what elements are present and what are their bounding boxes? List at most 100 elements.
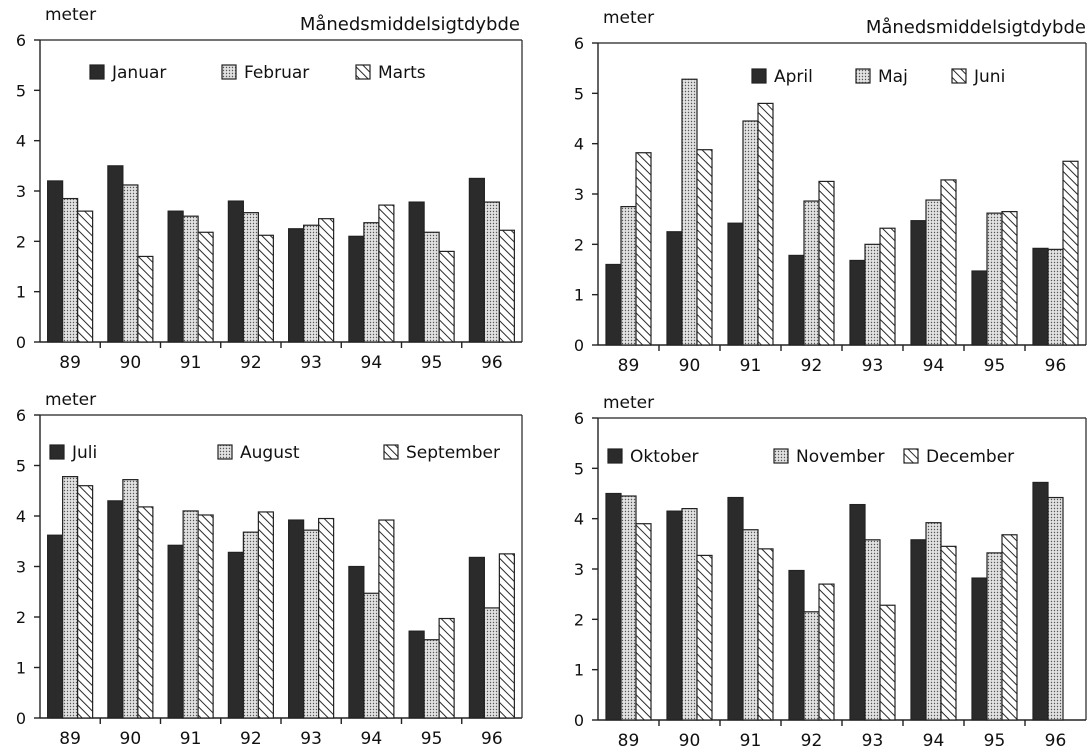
chart-4-x-tick-label: 90: [679, 731, 701, 751]
chart-4-bar-november: [681, 508, 698, 721]
chart-2-legend-swatch-maj: [855, 68, 871, 84]
chart-1-x-tick-label: 89: [59, 353, 81, 373]
chart-1-bar-marts: [318, 218, 335, 343]
chart-2-legend-swatch-juni: [951, 68, 967, 84]
chart-1-bar-januar: [348, 235, 365, 343]
chart-1-legend-swatch-marts: [355, 64, 371, 80]
chart-1-bar-januar: [408, 201, 425, 343]
chart-3-y-axis-label: meter: [45, 390, 96, 410]
chart-1-x-tick-label: 94: [361, 353, 383, 373]
chart-3-bar-august: [62, 476, 79, 719]
chart-3-x-tick-label: 90: [120, 729, 142, 749]
chart-3-bar-august: [182, 510, 199, 719]
chart-2-bar-maj: [681, 78, 698, 346]
chart-4-legend-label-november: November: [796, 447, 884, 467]
chart-4-bar-oktober: [971, 577, 988, 721]
chart-1-x-tick-label: 90: [120, 353, 142, 373]
chart-4-y-tick-label: 6: [574, 409, 584, 428]
chart-4-bar-oktober: [605, 492, 622, 721]
chart-2-bar-maj: [864, 243, 881, 346]
chart-4-bar-december: [940, 545, 957, 721]
chart-3-bar-juli: [408, 630, 425, 719]
chart-4-bar-december: [696, 554, 713, 721]
chart-4-bar-november: [986, 552, 1003, 721]
chart-3-x-tick-label: 89: [59, 729, 81, 749]
chart-2-bar-juni: [696, 149, 713, 346]
chart-4-bar-oktober: [1032, 481, 1049, 721]
chart-1-x-tick-label: 96: [481, 353, 503, 373]
chart-2-legend-label-juni: Juni: [973, 67, 1005, 87]
chart-2-y-tick-label: 4: [574, 135, 584, 154]
chart-4-y-tick-label: 0: [574, 711, 584, 730]
chart-3-bar-september: [318, 517, 335, 719]
chart-4-bar-oktober: [666, 510, 683, 721]
chart-1-y-tick-label: 5: [16, 81, 26, 100]
chart-2-y-tick-label: 2: [574, 235, 584, 254]
chart-3-bar-september: [438, 617, 455, 719]
chart-2-bar-juni: [940, 179, 957, 346]
chart-1-bar-marts: [137, 255, 154, 343]
chart-3-legend-label-august: August: [240, 443, 300, 463]
chart-2-bar-april: [1032, 247, 1049, 346]
chart-1-bar-marts: [498, 229, 515, 343]
chart-3-y-tick-label: 0: [16, 709, 26, 728]
chart-1-bar-februar: [483, 201, 500, 343]
chart-4-x-tick-label: 96: [1045, 731, 1067, 751]
chart-2-bar-maj: [620, 205, 637, 346]
chart-4-bar-oktober: [727, 496, 744, 721]
chart-4-bar-oktober: [788, 569, 805, 721]
chart-4-bar-december: [818, 583, 835, 721]
chart-1-bar-februar: [242, 212, 259, 343]
chart-1-bar-januar: [47, 180, 64, 343]
chart-3-bar-juli: [47, 534, 64, 719]
chart-3-y-tick-label: 2: [16, 608, 26, 627]
chart-4-bar-november: [1047, 496, 1064, 721]
chart-3-legend-label-september: September: [406, 443, 500, 463]
chart-3-x-tick-label: 92: [240, 729, 262, 749]
chart-2-legend-label-maj: Maj: [878, 67, 908, 87]
chart-3-x-tick-label: 96: [481, 729, 503, 749]
chart-2-x-tick-label: 89: [618, 356, 640, 376]
chart-2-bar-juni: [1001, 211, 1018, 346]
chart-1-y-tick-label: 4: [16, 132, 26, 151]
chart-2-y-axis-label: meter: [603, 8, 654, 28]
chart-2-x-tick-label: 96: [1045, 356, 1067, 376]
chart-3-bar-august: [423, 639, 440, 719]
chart-3-legend-swatch-juli: [49, 444, 65, 460]
chart-1-y-axis-label: meter: [45, 5, 96, 25]
chart-3-bar-august: [483, 607, 500, 719]
chart-3-x-tick-label: 95: [421, 729, 443, 749]
chart-3-bar-august: [122, 479, 139, 719]
chart-3-x-tick-label: 94: [361, 729, 383, 749]
chart-1-legend-label-januar: Januar: [111, 63, 166, 83]
chart-4-legend-swatch-december: [903, 448, 919, 464]
chart-1-bar-januar: [468, 177, 485, 343]
chart-4-bar-november: [620, 495, 637, 721]
chart-3-bar-september: [77, 485, 94, 719]
chart-1-bar-februar: [182, 215, 199, 343]
chart-2-x-tick-label: 94: [923, 356, 945, 376]
chart-2-bar-april: [727, 222, 744, 346]
chart-4-bar-oktober: [849, 503, 866, 721]
chart-1-legend-swatch-februar: [221, 64, 237, 80]
chart-2-x-tick-label: 93: [862, 356, 884, 376]
chart-3-bar-juli: [348, 565, 365, 719]
chart-2-y-tick-label: 1: [574, 286, 584, 305]
chart-2-bar-juni: [879, 227, 896, 346]
chart-3-x-tick-label: 93: [300, 729, 322, 749]
chart-4-x-tick-label: 93: [862, 731, 884, 751]
chart-1-bar-marts: [257, 234, 274, 343]
chart-2-bar-april: [605, 263, 622, 346]
chart-3-legend-swatch-august: [217, 444, 233, 460]
chart-4-y-tick-label: 5: [574, 459, 584, 478]
chart-2-bar-maj: [986, 212, 1003, 346]
chart-1-bar-marts: [197, 231, 214, 343]
chart-2-x-tick-label: 92: [801, 356, 823, 376]
chart-2-bar-maj: [742, 120, 759, 346]
chart-3-bar-september: [498, 553, 515, 719]
chart-4-bar-november: [803, 611, 820, 721]
chart-3-y-tick-label: 3: [16, 558, 26, 577]
chart-2-bar-maj: [803, 200, 820, 346]
chart-4-legend-swatch-oktober: [607, 448, 623, 464]
